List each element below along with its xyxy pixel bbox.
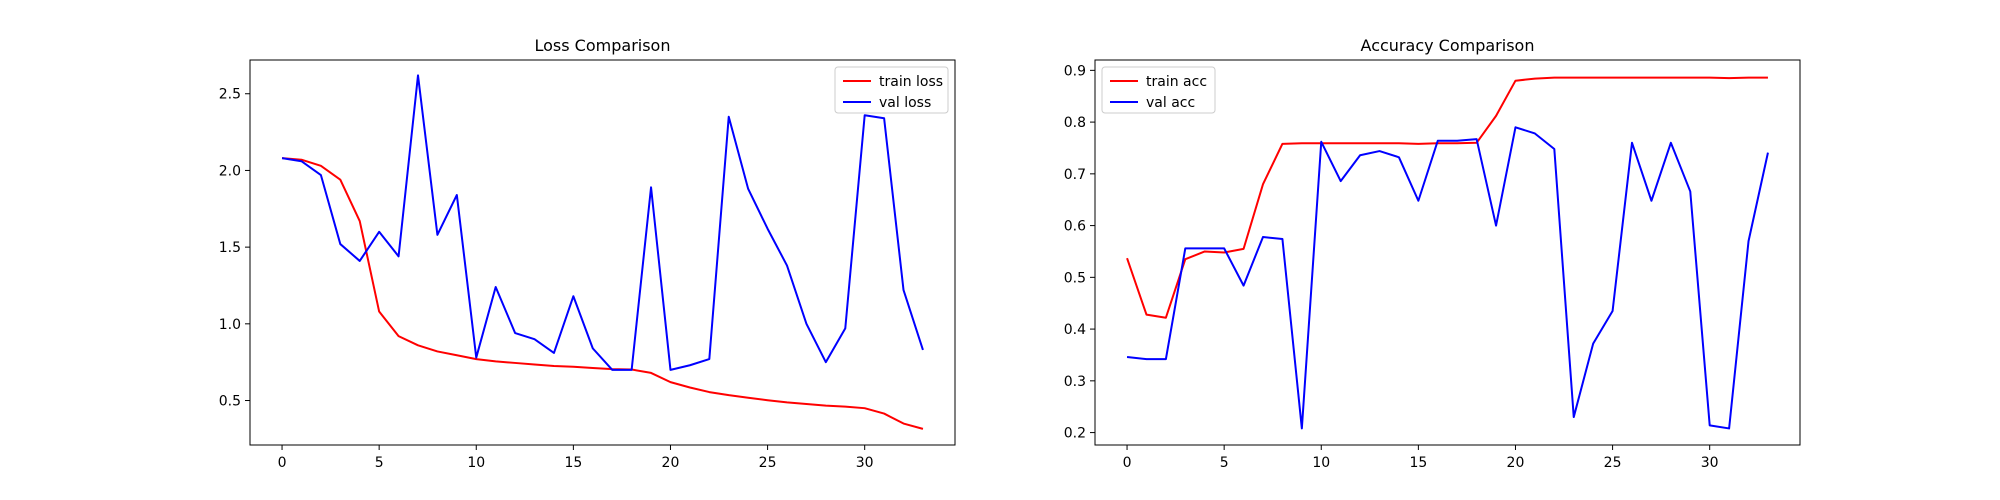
legend: train loss val loss — [834, 66, 949, 114]
train-acc-legend-label: train acc — [1146, 74, 1207, 90]
x-tick-label: 25 — [759, 455, 777, 471]
x-tick-label: 20 — [1507, 455, 1525, 471]
loss-comparison-chart: Loss Comparison 0 5 10 15 20 25 30 0.5 1.0 1.5 2.0 2… — [219, 36, 956, 471]
x-tick-label: 15 — [564, 455, 582, 471]
x-tick-label: 5 — [1220, 455, 1229, 471]
val-acc-legend-label: val acc — [1146, 95, 1195, 111]
val-loss-line — [281, 74, 924, 371]
axes-frame — [249, 59, 956, 446]
axes-frame — [1094, 59, 1801, 446]
x-tick-label: 0 — [278, 455, 287, 471]
x-tick-label: 30 — [856, 455, 874, 471]
val-loss-legend-label: val loss — [879, 95, 931, 111]
x-tick-label: 25 — [1604, 455, 1622, 471]
y-tick-label: 0.3 — [1064, 374, 1086, 390]
y-tick-label: 0.9 — [1064, 63, 1086, 79]
val-acc-line — [1126, 126, 1769, 430]
y-tick-label: 0.4 — [1064, 322, 1086, 338]
x-tick-label: 15 — [1409, 455, 1427, 471]
train-loss-line — [281, 157, 924, 430]
x-tick-label: 5 — [375, 455, 384, 471]
legend: train acc val acc — [1101, 66, 1216, 114]
y-tick-label: 1.5 — [219, 240, 241, 256]
x-tick-label: 30 — [1701, 455, 1719, 471]
y-tick-label: 0.8 — [1064, 115, 1086, 131]
x-tick-label: 20 — [662, 455, 680, 471]
x-tick-label: 10 — [467, 455, 485, 471]
y-tick-label: 0.2 — [1064, 426, 1086, 442]
y-tick-label: 2.0 — [219, 163, 241, 179]
train-loss-legend-label: train loss — [879, 74, 943, 90]
y-tick-label: 0.6 — [1064, 219, 1086, 235]
train-acc-line — [1126, 76, 1768, 319]
y-tick-label: 1.0 — [219, 317, 241, 333]
accuracy-comparison-chart: Accuracy Comparison 0 5 10 15 20 25 30 0.2 0.3 0.4… — [1064, 36, 1801, 471]
y-tick-label: 0.7 — [1064, 167, 1086, 183]
y-tick-label: 2.5 — [219, 87, 241, 103]
y-tick-label: 0.5 — [1064, 270, 1086, 286]
x-tick-label: 10 — [1312, 455, 1330, 471]
x-tick-label: 0 — [1123, 455, 1132, 471]
chart-title: Accuracy Comparison — [1361, 36, 1535, 55]
chart-title: Loss Comparison — [535, 36, 671, 55]
y-tick-label: 0.5 — [219, 394, 241, 410]
